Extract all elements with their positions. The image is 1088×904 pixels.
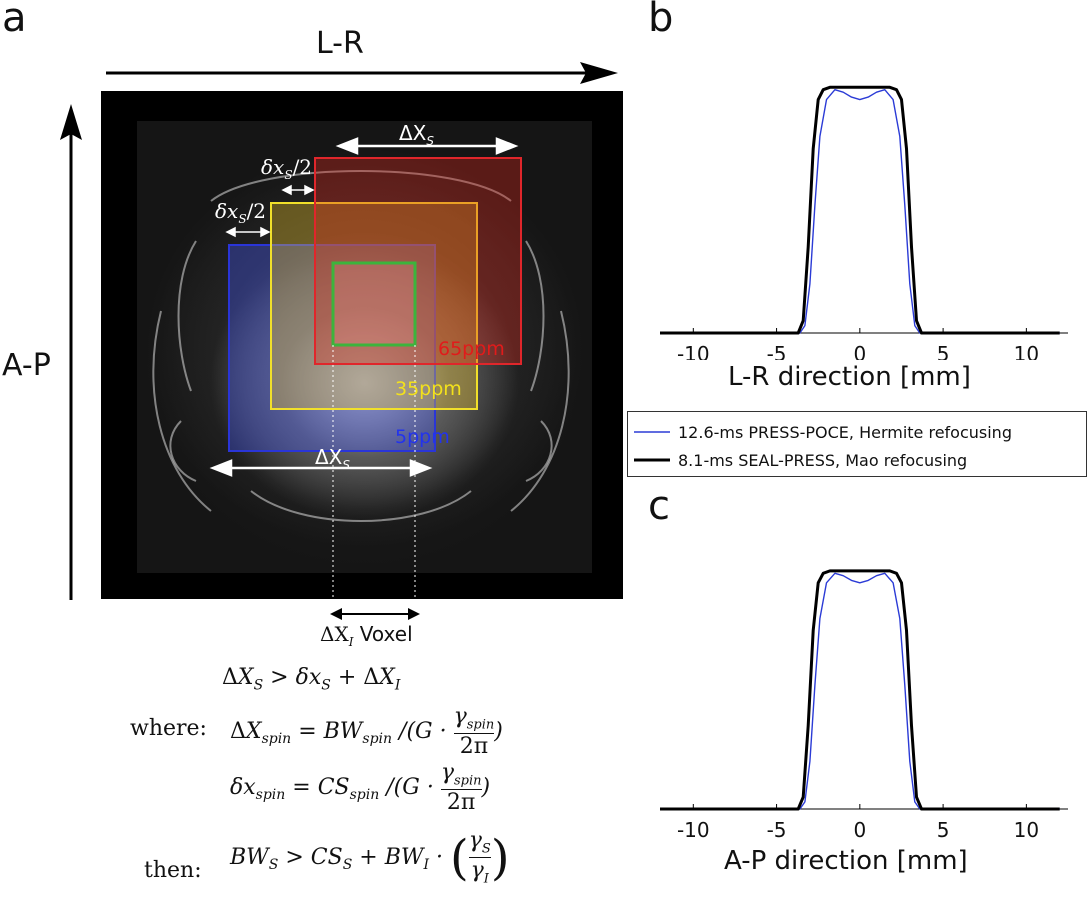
plot-c-series [660, 569, 1060, 811]
delta-xs-top-label: ΔXS [399, 121, 435, 148]
profile-plot-ap: -10 -5 0 5 10 [660, 569, 1068, 842]
formula-line-4: BWS > CSS + BWI · ( γS γI ) [230, 828, 510, 887]
plot-b-series [660, 85, 1060, 335]
formula-line-3: δxspin = CSspin /(G · γspin 2π ) [230, 760, 491, 816]
plot-c-tick-label-0: -10 [677, 818, 710, 842]
legend-label-2: 8.1-ms SEAL-PRESS, Mao refocusing [678, 450, 968, 470]
plot-b-tick-label-4: 10 [1014, 342, 1039, 360]
lr-axis-label: L-R [316, 26, 364, 61]
plot-c-ticks: -10 -5 0 5 10 [677, 804, 1039, 842]
ppm-label-65: 65ppm [438, 338, 505, 360]
delta-xi-arrow [330, 608, 420, 620]
plot-b-tick-label-0: -10 [677, 342, 710, 360]
formula-line-2: ΔXspin = BWspin /(G · γspin 2π ) [230, 704, 503, 760]
plot-c-tick-label-3: 5 [937, 818, 950, 842]
mri-overlay [152, 137, 570, 599]
panel-letter-c: c [648, 483, 670, 529]
lr-axis-arrow [106, 62, 618, 84]
plot-c-series-1-line [660, 572, 1060, 810]
plot-b-ticks: -10 -5 0 5 10 [677, 328, 1039, 360]
legend-label-1: 12.6-ms PRESS-POCE, Hermite refocusing [678, 422, 1012, 442]
legend-entry-1: 12.6-ms PRESS-POCE, Hermite refocusing [628, 420, 1012, 444]
plot-b-tick-label-1: -5 [767, 342, 787, 360]
formula-then-label: then: [144, 858, 202, 883]
box-voxel [331, 261, 417, 347]
plot-c-tick-label-4: 10 [1014, 818, 1039, 842]
ap-axis-arrow [60, 104, 82, 600]
profile-plot-lr: -10 -5 0 5 10 [660, 85, 1068, 360]
plot-c-series-2-line [660, 569, 1060, 811]
plot-c-tick-label-2: 0 [853, 818, 866, 842]
plot-b-series-1-line [660, 89, 1060, 334]
delta-xs-bottom-label: ΔXS [315, 445, 351, 472]
plot-c-xlabel: A-P direction [mm] [724, 846, 968, 876]
formula-line-1: ΔXS > δxS + ΔXI [222, 665, 401, 694]
voxel-label: Voxel [359, 622, 413, 646]
ap-axis-label: A-P [2, 348, 51, 383]
legend: 12.6-ms PRESS-POCE, Hermite refocusing 8… [627, 411, 1087, 477]
panel-letter-a: a [2, 0, 27, 41]
mri-tissue-structures [152, 170, 570, 522]
plot-b-tick-label-2: 0 [853, 342, 866, 360]
plot-c-tick-label-1: -5 [767, 818, 787, 842]
box-65ppm [314, 157, 522, 365]
legend-entry-2: 8.1-ms SEAL-PRESS, Mao refocusing [628, 448, 967, 472]
mri-image: ΔXS ΔXS δxS/2 δxS/2 65ppm 35ppm 5ppm [101, 91, 623, 599]
mri-brain-slice [137, 121, 592, 573]
delta-xi-voxel-label: ΔXI Voxel [320, 622, 413, 649]
plot-b-series-2-line [660, 85, 1060, 335]
formula-where-label: where: [130, 716, 207, 741]
panel-letter-b: b [648, 0, 674, 41]
ppm-label-5: 5ppm [395, 426, 450, 448]
plot-b-tick-label-3: 5 [937, 342, 950, 360]
legend-swatch-1 [634, 431, 670, 433]
ppm-label-35: 35ppm [395, 378, 462, 400]
legend-swatch-2 [634, 458, 670, 462]
small-dx-top-label: δxS/2 [261, 155, 313, 182]
plot-b-xlabel: L-R direction [mm] [728, 362, 971, 392]
box-35ppm [270, 202, 478, 410]
small-dx-left-label: δxS/2 [215, 199, 267, 226]
